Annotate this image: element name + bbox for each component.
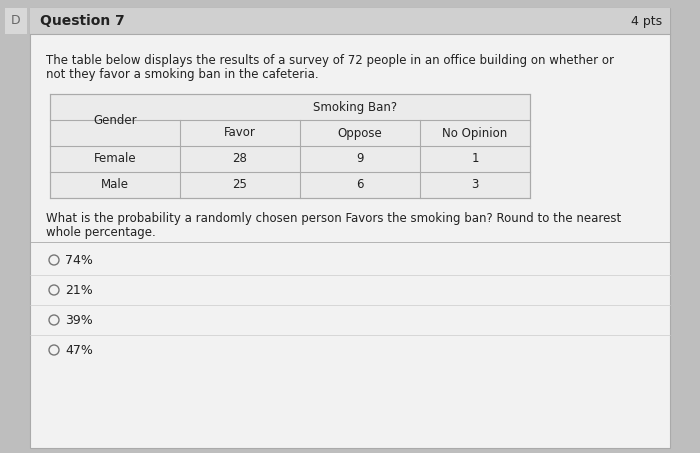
FancyBboxPatch shape	[5, 8, 27, 34]
Text: 28: 28	[232, 153, 247, 165]
Text: 74%: 74%	[65, 254, 93, 266]
Text: 9: 9	[356, 153, 364, 165]
Text: Favor: Favor	[224, 126, 256, 140]
Text: 21%: 21%	[65, 284, 92, 297]
Text: 6: 6	[356, 178, 364, 192]
Text: Gender: Gender	[93, 114, 136, 126]
FancyBboxPatch shape	[30, 8, 670, 448]
Text: 25: 25	[232, 178, 247, 192]
Text: D: D	[11, 14, 21, 28]
Text: No Opinion: No Opinion	[442, 126, 507, 140]
Text: What is the probability a randomly chosen person Favors the smoking ban? Round t: What is the probability a randomly chose…	[46, 212, 622, 225]
Text: Question 7: Question 7	[40, 14, 125, 28]
Text: whole percentage.: whole percentage.	[46, 226, 155, 239]
Text: Oppose: Oppose	[337, 126, 382, 140]
Text: 4 pts: 4 pts	[631, 14, 662, 28]
Text: 3: 3	[471, 178, 479, 192]
Text: Male: Male	[101, 178, 129, 192]
Text: not they favor a smoking ban in the cafeteria.: not they favor a smoking ban in the cafe…	[46, 68, 318, 81]
Text: 47%: 47%	[65, 343, 93, 357]
Text: 1: 1	[471, 153, 479, 165]
Text: Smoking Ban?: Smoking Ban?	[313, 101, 397, 114]
FancyBboxPatch shape	[30, 8, 670, 34]
Text: 39%: 39%	[65, 313, 92, 327]
Text: The table below displays the results of a survey of 72 people in an office build: The table below displays the results of …	[46, 54, 614, 67]
FancyBboxPatch shape	[50, 94, 530, 198]
Text: Female: Female	[94, 153, 136, 165]
